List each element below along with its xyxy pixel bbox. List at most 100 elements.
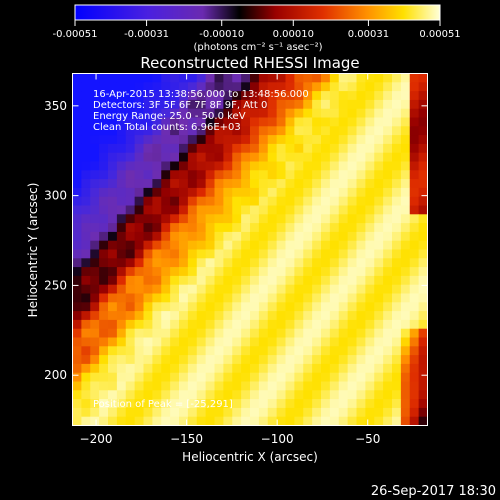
heatmap-cell [241,346,251,356]
heatmap-cell [303,108,313,118]
heatmap-cell [99,381,109,391]
heatmap-cell [214,117,224,127]
heatmap-cell [400,223,411,233]
heatmap-cell [267,355,278,365]
heatmap-cell [205,108,215,118]
heatmap-cell [214,240,224,250]
heatmap-cell [338,328,349,338]
heatmap-cell [356,407,366,418]
heatmap-cell [223,187,233,198]
heatmap-cell [205,355,215,365]
heatmap-cell [356,99,366,110]
heatmap-cell [365,205,375,215]
heatmap-cell [170,275,180,286]
heatmap-cell [329,214,340,224]
heatmap-cell [196,249,207,259]
heatmap-cell [374,126,384,136]
heatmap-cell [108,355,118,365]
heatmap-cell [338,337,349,347]
heatmap-cell [196,126,207,136]
heatmap-cell [187,372,198,382]
heatmap-cell [81,258,91,268]
heatmap-cell [170,337,180,347]
heatmap-cell [267,319,278,330]
heatmap-cell [312,187,322,198]
x-axis-ticks: −200 −150 −100 −50 [80,73,380,446]
heatmap-cell [179,363,189,374]
heatmap-cell [99,416,109,426]
heatmap-cell [392,407,402,418]
heatmap-cell [400,196,411,206]
heatmap-cell [81,293,91,303]
heatmap-cell [161,161,171,171]
heatmap-cell [179,416,189,426]
heatmap-cell [338,346,349,356]
heatmap-cell [329,91,340,101]
heatmap-cell [108,223,118,233]
heatmap-cell [187,170,198,180]
heatmap-cell [143,346,153,356]
heatmap-cell [258,258,269,268]
heatmap-cell [116,284,127,294]
heatmap-cell [258,390,269,400]
heatmap-cell [125,399,136,409]
heatmap-cell [329,399,340,409]
heatmap-cell [312,416,322,426]
heatmap-cell [347,240,357,250]
heatmap-cell [241,152,251,162]
heatmap-cell [161,293,171,303]
heatmap-cell [258,319,269,330]
heatmap-cell [276,143,286,154]
heatmap-cell [285,240,295,250]
heatmap-cell [232,311,242,321]
heatmap-cell [258,126,269,136]
heatmap-cell [125,302,136,312]
heatmap-cell [179,143,189,154]
heatmap-cell [383,372,393,382]
heatmap-cell [143,381,153,391]
heatmap-cell [81,381,91,391]
heatmap-cell [383,187,393,198]
heatmap-cell [196,73,207,83]
heatmap-cell [179,240,189,250]
heatmap-cell [294,135,304,145]
heatmap-cell [285,82,295,92]
heatmap-cell [250,328,260,338]
heatmap-cell [232,152,242,162]
heatmap-cell [250,126,260,136]
heatmap-cell [152,152,162,162]
heatmap-cell [312,179,322,189]
heatmap-cell [196,258,207,268]
heatmap-cell [365,170,375,180]
heatmap-cell [99,337,109,347]
heatmap-cell [99,293,109,303]
heatmap-cell [152,275,162,286]
heatmap-cell [108,82,118,92]
heatmap-cell [338,293,349,303]
heatmap-cell [321,73,331,83]
heatmap-cell [125,108,136,118]
heatmap-cell [214,161,224,171]
heatmap-cell [179,108,189,118]
heatmap-cell [187,135,198,145]
heatmap-cell [214,214,224,224]
heatmap-cell [250,108,260,118]
heatmap-cell [276,187,286,198]
heatmap-cell [250,223,260,233]
heatmap-cell [329,311,340,321]
heatmap-cell [196,99,207,110]
heatmap-cell [116,170,127,180]
heatmap-cell [321,135,331,145]
heatmap-cell [116,231,127,242]
heatmap-cell [116,99,127,110]
heatmap-cell [258,91,269,101]
heatmap-cell [356,143,366,154]
heatmap-cell [400,152,411,162]
heatmap-cell [99,407,109,418]
heatmap-cell [383,170,393,180]
heatmap-cell [400,293,411,303]
heatmap-cell [170,267,180,277]
heatmap-cell [409,187,420,198]
heatmap-cell [312,117,322,127]
heatmap-cell [312,372,322,382]
